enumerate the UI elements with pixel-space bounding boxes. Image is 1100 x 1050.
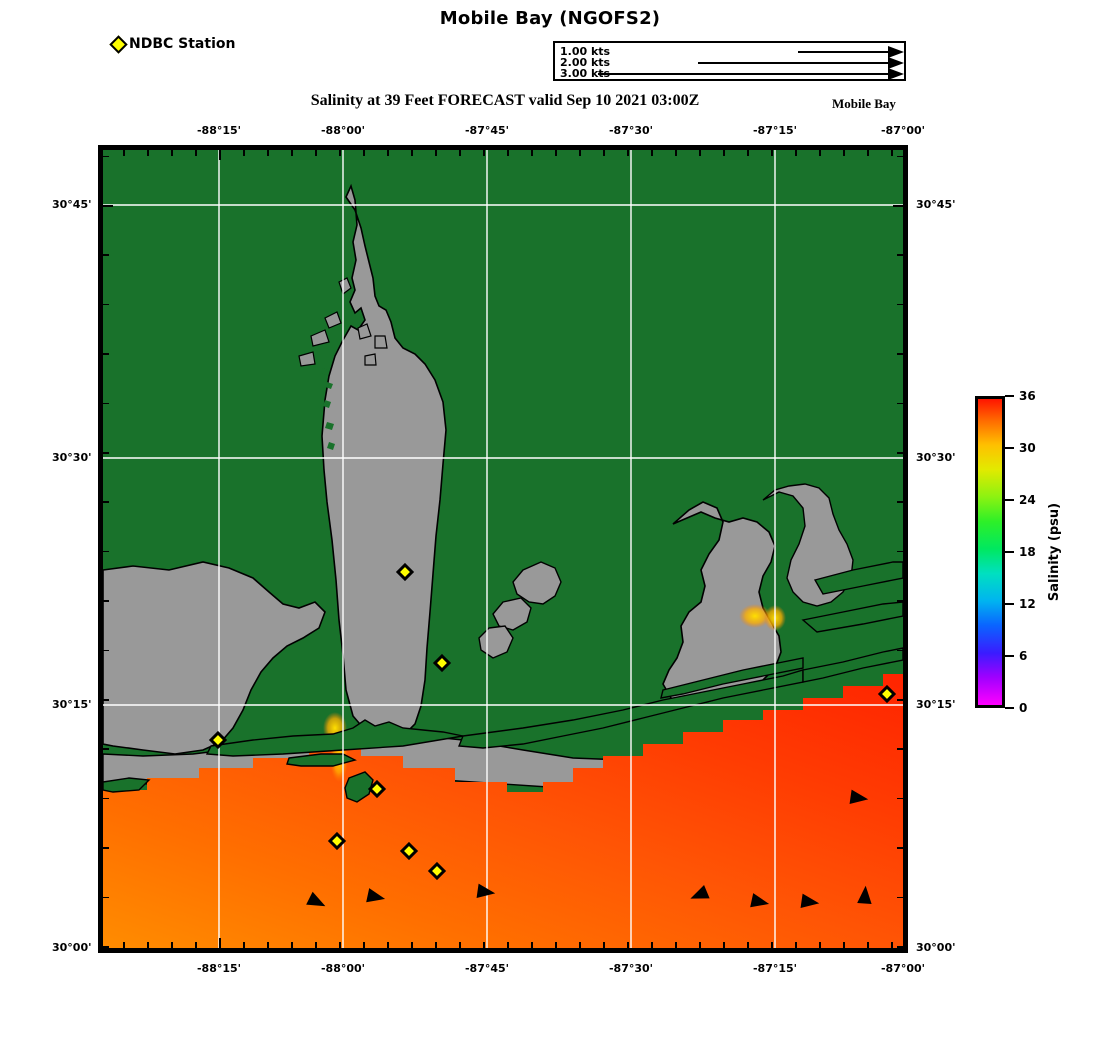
axis-label-lat-right: 30°45': [916, 198, 956, 211]
axis-label-lon-bottom: -87°15': [752, 962, 798, 975]
ndbc-station-layer: [208, 562, 897, 881]
axis-label-lat-left: 30°15': [52, 698, 92, 711]
axis-label-lat-right: 30°00': [916, 941, 956, 954]
ndbc-station-marker[interactable]: [327, 831, 347, 851]
current-vector-arrowhead: [849, 789, 869, 804]
current-vector-layer: [306, 789, 872, 908]
colorbar-tick-label: 12: [1019, 597, 1036, 611]
axis-label-lat-right: 30°15': [916, 698, 956, 711]
axis-label-lat-right: 30°30': [916, 451, 956, 464]
ndbc-station-marker[interactable]: [427, 861, 447, 881]
axis-label-lon-top: -87°15': [752, 124, 798, 137]
colorbar-title: Salinity (psu): [1047, 502, 1062, 602]
colorbar-tick-label: 0: [1019, 701, 1028, 715]
axis-label-lon-bottom: -87°30': [608, 962, 654, 975]
axis-label-lon-bottom: -87°00': [880, 962, 926, 975]
colorbar-tick-label: 18: [1019, 545, 1036, 559]
axis-label-lat-left: 30°45': [52, 198, 92, 211]
current-vector-arrowhead: [476, 883, 496, 898]
axis-label-lon-bottom: -88°00': [320, 962, 366, 975]
colorbar-tick: [1005, 707, 1014, 709]
axis-label-lat-left: 30°00': [52, 941, 92, 954]
colorbar-tick: [1005, 603, 1014, 605]
velocity-scale-label-2: 2.00 kts: [560, 56, 611, 69]
axis-label-lon-bottom: -88°15': [196, 962, 242, 975]
colorbar-tick-label: 30: [1019, 441, 1036, 455]
map-field-canvas: [103, 150, 903, 948]
velocity-scale-row-3: 3.00 kts: [555, 67, 904, 80]
ndbc-station-marker[interactable]: [399, 841, 419, 861]
map-plot-area[interactable]: [98, 145, 908, 953]
colorbar-tick: [1005, 499, 1014, 501]
colorbar-tick-label: 6: [1019, 649, 1028, 663]
ndbc-station-marker[interactable]: [367, 779, 387, 799]
axis-label-lat-left: 30°30': [52, 451, 92, 464]
velocity-scale-legend: 1.00 kts 2.00 kts 3.00 kts: [553, 41, 906, 81]
colorbar-tick-label: 36: [1019, 389, 1036, 403]
axis-label-lon-top: -87°30': [608, 124, 654, 137]
page-title: Mobile Bay (NGOFS2): [439, 8, 661, 29]
velocity-scale-arrowhead-1: [888, 46, 904, 58]
axis-label-lon-top: -88°00': [320, 124, 366, 137]
colorbar-gradient: [975, 396, 1005, 708]
colorbar[interactable]: 36 30 24 18 12 6 0 Salinity (psu): [975, 389, 1062, 715]
velocity-scale-row-1: 1.00 kts: [555, 45, 904, 58]
current-vector-arrowhead: [800, 893, 820, 908]
velocity-scale-shaft-2: [698, 62, 888, 64]
ndbc-station-marker[interactable]: [208, 730, 228, 750]
velocity-scale-label-3: 3.00 kts: [560, 67, 611, 80]
current-vector-arrowhead: [306, 891, 326, 907]
region-label: Mobile Bay: [832, 96, 896, 111]
axis-label-lon-top: -87°45': [464, 124, 510, 137]
colorbar-tick: [1005, 655, 1014, 657]
ndbc-station-legend-label: NDBC Station: [129, 36, 236, 52]
map-gridlines: [103, 150, 903, 948]
ndbc-station-diamond-icon: [109, 34, 128, 54]
plot-subtitle: Salinity at 39 Feet FORECAST valid Sep 1…: [310, 92, 700, 109]
current-vector-arrowhead: [857, 885, 872, 904]
velocity-scale-row-2: 2.00 kts: [555, 56, 904, 69]
ndbc-station-marker[interactable]: [395, 562, 415, 582]
axis-label-lon-bottom: -87°45': [464, 962, 510, 975]
ndbc-station-legend: NDBC Station: [109, 34, 236, 54]
current-vector-arrowhead: [366, 888, 386, 903]
colorbar-tick: [1005, 447, 1014, 449]
colorbar-tick: [1005, 551, 1014, 553]
ndbc-station-marker[interactable]: [877, 684, 897, 704]
velocity-scale-arrowhead-3: [888, 68, 904, 80]
axis-label-lon-top: -87°00': [880, 124, 926, 137]
current-vector-arrowhead: [690, 885, 710, 899]
colorbar-tick-label: 24: [1019, 493, 1036, 507]
velocity-scale-shaft-1: [798, 51, 888, 53]
salinity-field: [103, 604, 903, 948]
velocity-scale-arrowhead-2: [888, 57, 904, 69]
velocity-scale-shaft-3: [598, 73, 888, 75]
current-vector-arrowhead: [750, 893, 770, 908]
ndbc-station-marker[interactable]: [432, 653, 452, 673]
velocity-scale-label-1: 1.00 kts: [560, 45, 611, 58]
colorbar-tick: [1005, 395, 1014, 397]
axis-label-lon-top: -88°15': [196, 124, 242, 137]
